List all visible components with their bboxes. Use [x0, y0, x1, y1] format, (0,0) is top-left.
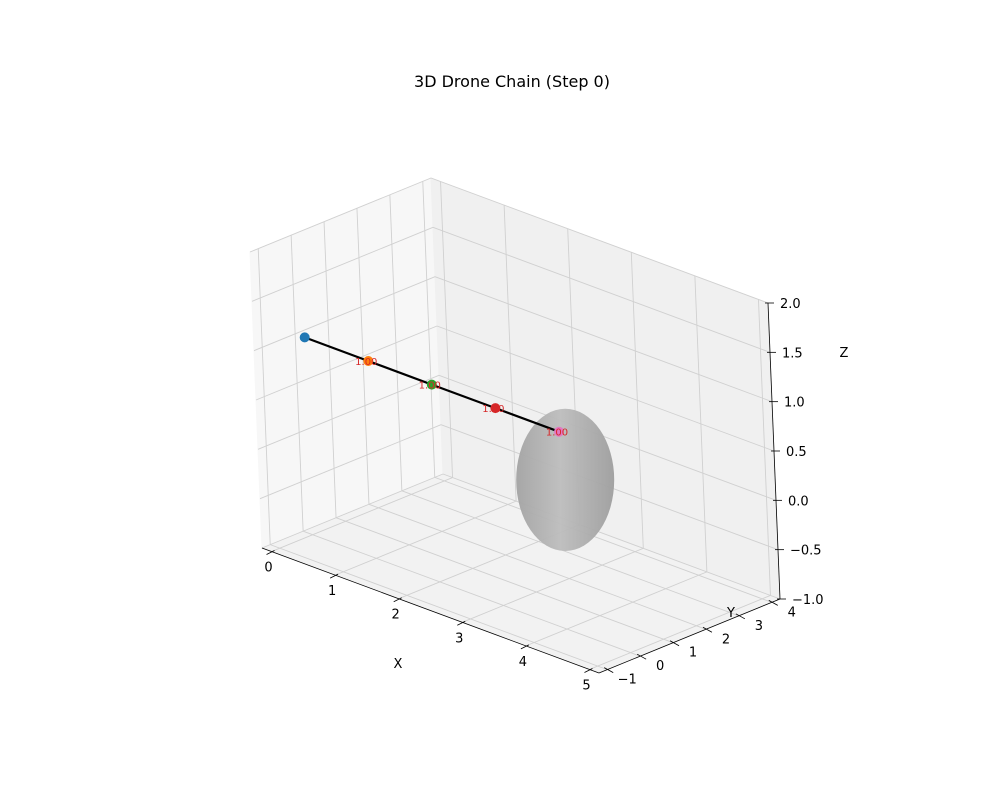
drone-point	[554, 426, 564, 437]
x-tick	[520, 644, 530, 650]
distance-label: 1.00	[482, 404, 504, 415]
y-tick	[604, 667, 614, 673]
x-tick-label: 3	[455, 631, 463, 646]
chain-link	[367, 359, 433, 386]
grid-line-y-floor	[335, 517, 674, 644]
grid-line-y-floor	[270, 544, 608, 671]
z-tick-label: −0.5	[790, 544, 822, 559]
grid-line-z-back	[434, 276, 773, 403]
grid-line-z-back	[430, 177, 769, 304]
y-tick-label: 0	[656, 659, 664, 674]
y-tick-label: 3	[755, 619, 763, 634]
z-tick-label: 0.5	[786, 445, 807, 460]
x-tick-label: 5	[582, 679, 590, 694]
drone-point	[426, 379, 437, 390]
drone-point	[363, 356, 374, 366]
grid-line-z-back	[442, 473, 781, 600]
z-tick-label: 1.0	[784, 396, 805, 411]
y-tick	[702, 626, 713, 633]
grid-line-z-left	[255, 325, 438, 401]
drone-point	[299, 332, 310, 343]
grid-line-z-left	[261, 473, 444, 549]
grid-line-z-left	[259, 424, 442, 500]
x-tick-label: 4	[519, 655, 527, 670]
grid-line-z-left	[249, 177, 432, 253]
grid-line-z-left	[253, 276, 436, 352]
distance-label: 1.00	[546, 428, 568, 439]
x-tick-label: 1	[328, 584, 336, 599]
distance-label: 1.00	[419, 381, 441, 392]
obstacle-sphere	[516, 408, 615, 551]
z-tick-label: 0.0	[788, 494, 809, 509]
grid-line-x-floor	[462, 547, 644, 623]
chart-title: 3D Drone Chain (Step 0)	[414, 72, 610, 91]
grid-line-x-floor	[271, 477, 453, 552]
y-tick-label: −1	[618, 673, 637, 688]
y-tick-label: 2	[722, 632, 730, 647]
y-axis-label: Y	[726, 606, 735, 621]
z-tick-label: 1.5	[782, 346, 803, 361]
chain-link	[495, 407, 560, 433]
z-axis-label: Z	[840, 346, 849, 361]
y-tick	[735, 613, 746, 620]
grid-line-z-left	[257, 374, 440, 450]
grid-line-x-floor	[589, 595, 771, 670]
x-tick	[266, 550, 275, 555]
grid-line-y-floor	[401, 490, 740, 617]
y-tick-label: 4	[788, 605, 796, 620]
x-tick	[457, 620, 466, 626]
x-tick-label: 2	[392, 608, 400, 623]
x-axis-label: X	[394, 657, 403, 672]
grid-line-z-back	[438, 374, 777, 501]
chain-link	[304, 336, 369, 363]
y-tick	[669, 640, 680, 647]
obstacle	[516, 408, 615, 551]
z-tick-label: −1.0	[792, 593, 824, 608]
x-tick	[329, 573, 339, 579]
drones	[299, 332, 564, 437]
z-tick-label: 2.0	[780, 297, 801, 312]
grid-line-z-back	[432, 226, 771, 353]
y-tick	[768, 600, 778, 606]
y-axis-line	[598, 598, 781, 674]
grid-line-z-back	[436, 325, 775, 452]
grid-line-y-floor	[368, 503, 707, 630]
drone-point	[490, 403, 501, 414]
chain-link	[431, 383, 496, 410]
grid-line-x-floor	[334, 500, 517, 576]
grid-line-z-left	[251, 226, 434, 302]
grid-line-y-floor	[302, 530, 641, 657]
chain-links	[304, 336, 560, 433]
y-tick	[636, 653, 647, 660]
x-tick-label: 0	[264, 561, 272, 576]
x-tick	[584, 668, 593, 673]
grid-line-y-floor	[434, 476, 772, 603]
distance-labels: 1.00 1.00 1.00 1.00	[355, 357, 568, 439]
distance-label: 1.00	[355, 357, 377, 368]
y-tick-label: 1	[689, 646, 697, 661]
x-axis-line	[261, 547, 600, 674]
grid-line-x-floor	[525, 571, 708, 647]
x-tick	[393, 597, 402, 603]
